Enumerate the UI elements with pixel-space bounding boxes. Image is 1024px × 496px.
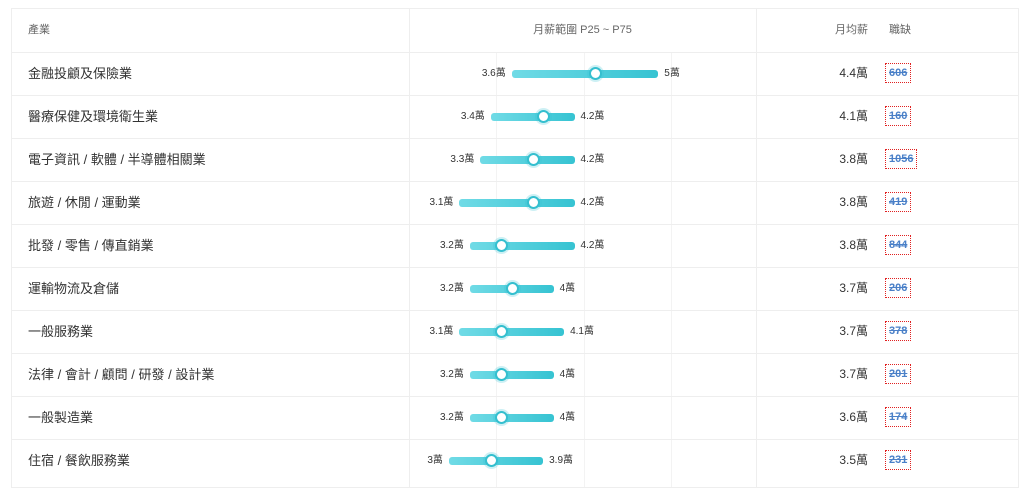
p25-label: 3.1萬: [429, 326, 454, 337]
p25-label: 3.2萬: [439, 283, 464, 294]
table-row: 一般製造業 3.2萬 4萬 3.6萬 174: [12, 396, 1018, 439]
table-row: 醫療保健及環境衛生業 3.4萬 4.2萬 4.1萬 160: [12, 95, 1018, 138]
median-marker: [526, 196, 540, 209]
row-divider: [12, 353, 1018, 354]
industry-name: 旅遊 / 休閒 / 運動業: [28, 195, 141, 210]
median-marker: [526, 153, 540, 166]
salary-range-bar: [469, 371, 554, 379]
median-marker: [495, 239, 509, 252]
salary-range-bar: [469, 242, 575, 250]
industry-name: 運輸物流及倉儲: [28, 281, 120, 296]
industry-name: 電子資訊 / 軟體 / 半導體相關業: [28, 152, 206, 167]
row-divider: [12, 310, 1018, 311]
median-marker: [537, 110, 551, 123]
vacancy-count-link[interactable]: 201: [885, 364, 912, 384]
p75-label: 4萬: [559, 412, 576, 423]
industry-name: 一般製造業: [28, 410, 94, 425]
vacancy-count-link[interactable]: 844: [885, 235, 912, 255]
p75-label: 4.2萬: [580, 240, 605, 251]
average-salary: 3.7萬: [839, 281, 868, 295]
industry-name: 一般服務業: [28, 324, 94, 339]
vacancy-count-link[interactable]: 174: [885, 407, 912, 427]
range-gridline: [584, 52, 585, 487]
table-row: 旅遊 / 休閒 / 運動業 3.1萬 4.2萬 3.8萬 419: [12, 181, 1018, 224]
column-divider: [409, 9, 410, 487]
median-marker: [495, 368, 509, 381]
row-divider: [12, 181, 1018, 182]
industry-name: 法律 / 會計 / 顧問 / 研發 / 設計業: [28, 367, 215, 382]
p75-label: 4萬: [559, 369, 576, 380]
row-divider: [12, 95, 1018, 96]
salary-table: 產業 月薪範圍 P25 ~ P75 月均薪 職缺 金融投顧及保險業 3.6萬 5萬 4…: [11, 8, 1019, 488]
average-salary: 3.8萬: [839, 238, 868, 252]
row-divider: [12, 138, 1018, 139]
table-row: 法律 / 會計 / 顧問 / 研發 / 設計業 3.2萬 4萬 3.7萬 201: [12, 353, 1018, 396]
header-vacancies: 職缺: [889, 24, 911, 36]
p25-label: 3.2萬: [439, 369, 464, 380]
range-gridline: [671, 52, 672, 487]
salary-range-bar: [459, 199, 575, 207]
range-gridline: [496, 52, 497, 487]
industry-name: 住宿 / 餐飲服務業: [28, 453, 130, 468]
vacancy-count-link[interactable]: 206: [885, 278, 912, 298]
vacancy-count-link[interactable]: 606: [885, 63, 912, 83]
table-row: 一般服務業 3.1萬 4.1萬 3.7萬 378: [12, 310, 1018, 353]
header-average-salary: 月均薪: [835, 24, 868, 36]
average-salary: 3.8萬: [839, 195, 868, 209]
table-row: 運輸物流及倉儲 3.2萬 4萬 3.7萬 206: [12, 267, 1018, 310]
p75-label: 4.2萬: [580, 197, 605, 208]
p25-label: 3.1萬: [429, 197, 454, 208]
average-salary: 3.6萬: [839, 410, 868, 424]
p75-label: 4.2萬: [580, 154, 605, 165]
industry-name: 批發 / 零售 / 傳直銷業: [28, 238, 154, 253]
median-marker: [495, 411, 509, 424]
p75-label: 4.1萬: [570, 326, 594, 337]
industry-name: 醫療保健及環境衛生業: [28, 109, 159, 124]
p25-label: 3.2萬: [439, 240, 464, 251]
median-marker: [589, 67, 603, 80]
p75-label: 3.9萬: [549, 455, 574, 466]
p25-label: 3.3萬: [450, 154, 475, 165]
p75-label: 4.2萬: [580, 111, 605, 122]
average-salary: 3.8萬: [839, 152, 868, 166]
header-industry: 產業: [28, 24, 50, 36]
table-row: 電子資訊 / 軟體 / 半導體相關業 3.3萬 4.2萬 3.8萬 1056: [12, 138, 1018, 181]
row-divider: [12, 439, 1018, 440]
table-row: 批發 / 零售 / 傳直銷業 3.2萬 4.2萬 3.8萬 844: [12, 224, 1018, 267]
median-marker: [484, 454, 498, 467]
p25-label: 3.6萬: [481, 68, 506, 79]
row-divider: [12, 224, 1018, 225]
average-salary: 4.1萬: [839, 109, 868, 123]
column-divider: [756, 9, 757, 487]
table-row: 金融投顧及保險業 3.6萬 5萬 4.4萬 606: [12, 52, 1018, 95]
salary-range-bar: [469, 414, 554, 422]
vacancy-count-link[interactable]: 160: [885, 106, 912, 126]
salary-range-bar: [490, 113, 575, 121]
average-salary: 3.5萬: [839, 453, 868, 467]
industry-name: 金融投顧及保險業: [28, 66, 133, 81]
table-row: 住宿 / 餐飲服務業 3萬 3.9萬 3.5萬 231: [12, 439, 1018, 482]
median-marker: [495, 325, 509, 338]
median-marker: [505, 282, 519, 295]
row-divider: [12, 52, 1018, 53]
p25-label: 3.4萬: [460, 111, 485, 122]
p25-label: 3萬: [427, 455, 443, 466]
vacancy-count-link[interactable]: 1056: [885, 149, 918, 169]
vacancy-count-link[interactable]: 378: [885, 321, 912, 341]
average-salary: 4.4萬: [839, 66, 868, 80]
average-salary: 3.7萬: [839, 367, 868, 381]
row-divider: [12, 396, 1018, 397]
p75-label: 4萬: [559, 283, 576, 294]
vacancy-count-link[interactable]: 419: [885, 192, 912, 212]
vacancy-count-link[interactable]: 231: [885, 450, 912, 470]
average-salary: 3.7萬: [839, 324, 868, 338]
row-divider: [12, 267, 1018, 268]
header-salary-range: 月薪範圍 P25 ~ P75: [533, 24, 632, 36]
p25-label: 3.2萬: [439, 412, 464, 423]
p75-label: 5萬: [664, 68, 680, 79]
salary-range-bar: [459, 328, 565, 336]
salary-range-bar: [511, 70, 659, 78]
